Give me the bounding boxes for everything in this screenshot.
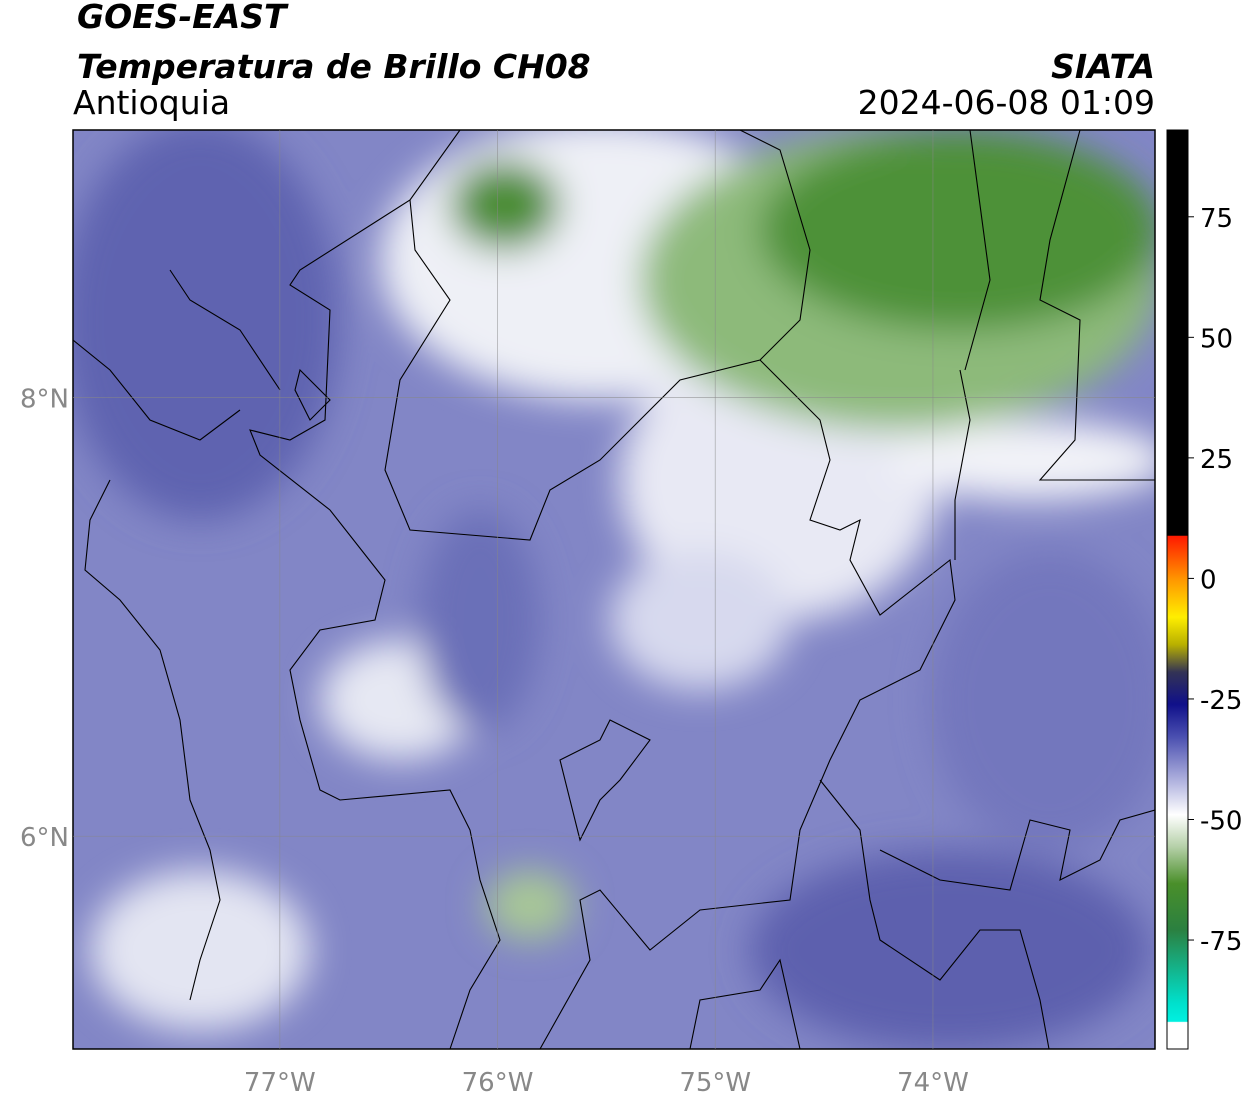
lon-tick-label: 75°W: [679, 1068, 751, 1098]
colorbar-tick-label: 25: [1200, 445, 1233, 475]
colorbar-tick-label: -50: [1200, 806, 1242, 836]
subtitle: Temperatura de Brillo CH08: [77, 47, 591, 86]
source: SIATA: [1051, 47, 1155, 86]
colorbar-tick-label: 75: [1200, 204, 1233, 234]
lon-tick-label: 74°W: [897, 1068, 969, 1098]
map-frame: [72, 129, 1156, 1050]
colorbar: [1166, 129, 1189, 1050]
lon-tick-label: 77°W: [244, 1068, 316, 1098]
title: GOES-EAST: [77, 0, 289, 36]
lat-tick-label: 6°N: [20, 823, 69, 853]
region: Antioquia: [73, 83, 230, 122]
datetime: 2024-06-08 01:09: [858, 83, 1155, 122]
lon-tick-label: 76°W: [462, 1068, 534, 1098]
satellite-image: [73, 130, 1155, 1049]
lat-tick-label: 8°N: [20, 385, 69, 415]
colorbar-tick-label: 0: [1200, 565, 1217, 595]
colorbar-tick-label: 50: [1200, 324, 1233, 354]
colorbar-tick-label: -75: [1200, 927, 1242, 957]
colorbar-tick-label: -25: [1200, 686, 1242, 716]
